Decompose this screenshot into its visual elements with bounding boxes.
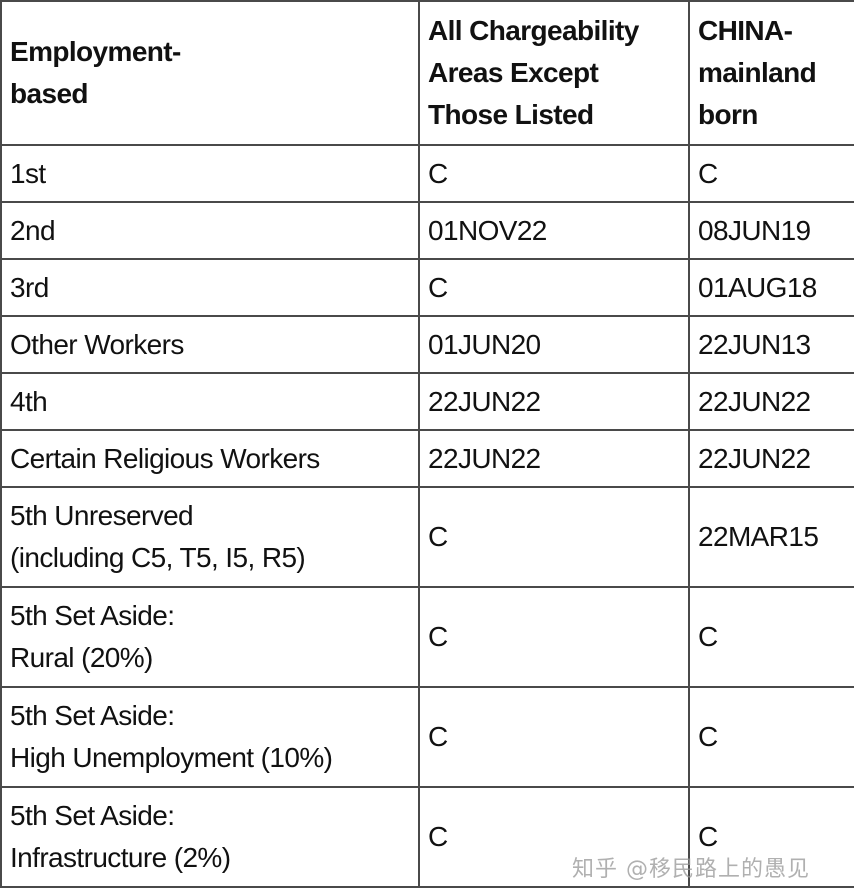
china-cell: 22JUN22 xyxy=(688,372,854,431)
table-row: 3rd C 01AUG18 xyxy=(0,258,854,317)
all-chargeability-cell: C xyxy=(418,786,690,888)
all-chargeability-cell: 01JUN20 xyxy=(418,315,690,374)
table-row: 2nd 01NOV22 08JUN19 xyxy=(0,201,854,260)
category-cell: 5th Set Aside: Rural (20%) xyxy=(0,586,420,688)
all-chargeability-cell: 22JUN22 xyxy=(418,429,690,488)
category-cell: 5th Unreserved (including C5, T5, I5, R5) xyxy=(0,486,420,588)
header-all-chargeability-label: All Chargeability Areas Except Those Lis… xyxy=(428,15,639,130)
china-cell: C xyxy=(688,786,854,888)
table-row: 5th Unreserved (including C5, T5, I5, R5)… xyxy=(0,486,854,588)
category-cell: Certain Religious Workers xyxy=(0,429,420,488)
header-row: Employment- based All Chargeability Area… xyxy=(0,0,854,146)
category-cell: 5th Set Aside: Infrastructure (2%) xyxy=(0,786,420,888)
category-cell: Other Workers xyxy=(0,315,420,374)
china-cell: 08JUN19 xyxy=(688,201,854,260)
category-cell: 4th xyxy=(0,372,420,431)
all-chargeability-cell: C xyxy=(418,486,690,588)
china-cell: 01AUG18 xyxy=(688,258,854,317)
category-cell: 5th Set Aside: High Unemployment (10%) xyxy=(0,686,420,788)
table-row: 4th 22JUN22 22JUN22 xyxy=(0,372,854,431)
china-cell: C xyxy=(688,586,854,688)
category-cell: 3rd xyxy=(0,258,420,317)
china-cell: C xyxy=(688,144,854,203)
all-chargeability-cell: C xyxy=(418,686,690,788)
all-chargeability-cell: C xyxy=(418,258,690,317)
china-cell: 22MAR15 xyxy=(688,486,854,588)
category-cell: 1st xyxy=(0,144,420,203)
table-row: Certain Religious Workers 22JUN22 22JUN22 xyxy=(0,429,854,488)
header-china: CHINA-mainland born xyxy=(688,0,854,146)
header-employment-based-label: Employment- based xyxy=(10,36,181,109)
all-chargeability-cell: C xyxy=(418,586,690,688)
table-row: 1st C C xyxy=(0,144,854,203)
watermark: 知乎 @移民路上的愚见 xyxy=(572,857,810,882)
table-row: 5th Set Aside: Rural (20%) C C xyxy=(0,586,854,688)
table-row: Other Workers 01JUN20 22JUN13 xyxy=(0,315,854,374)
header-china-label: CHINA-mainland born xyxy=(698,15,817,130)
header-all-chargeability: All Chargeability Areas Except Those Lis… xyxy=(418,0,690,146)
china-cell: 22JUN22 xyxy=(688,429,854,488)
all-chargeability-cell: 01NOV22 xyxy=(418,201,690,260)
category-cell: 2nd xyxy=(0,201,420,260)
all-chargeability-cell: C xyxy=(418,144,690,203)
china-cell: 22JUN13 xyxy=(688,315,854,374)
table-row: 5th Set Aside: High Unemployment (10%) C C xyxy=(0,686,854,788)
table-row: 5th Set Aside: Infrastructure (2%) C C xyxy=(0,786,854,888)
header-employment-based: Employment- based xyxy=(0,0,420,146)
all-chargeability-cell: 22JUN22 xyxy=(418,372,690,431)
china-cell: C xyxy=(688,686,854,788)
